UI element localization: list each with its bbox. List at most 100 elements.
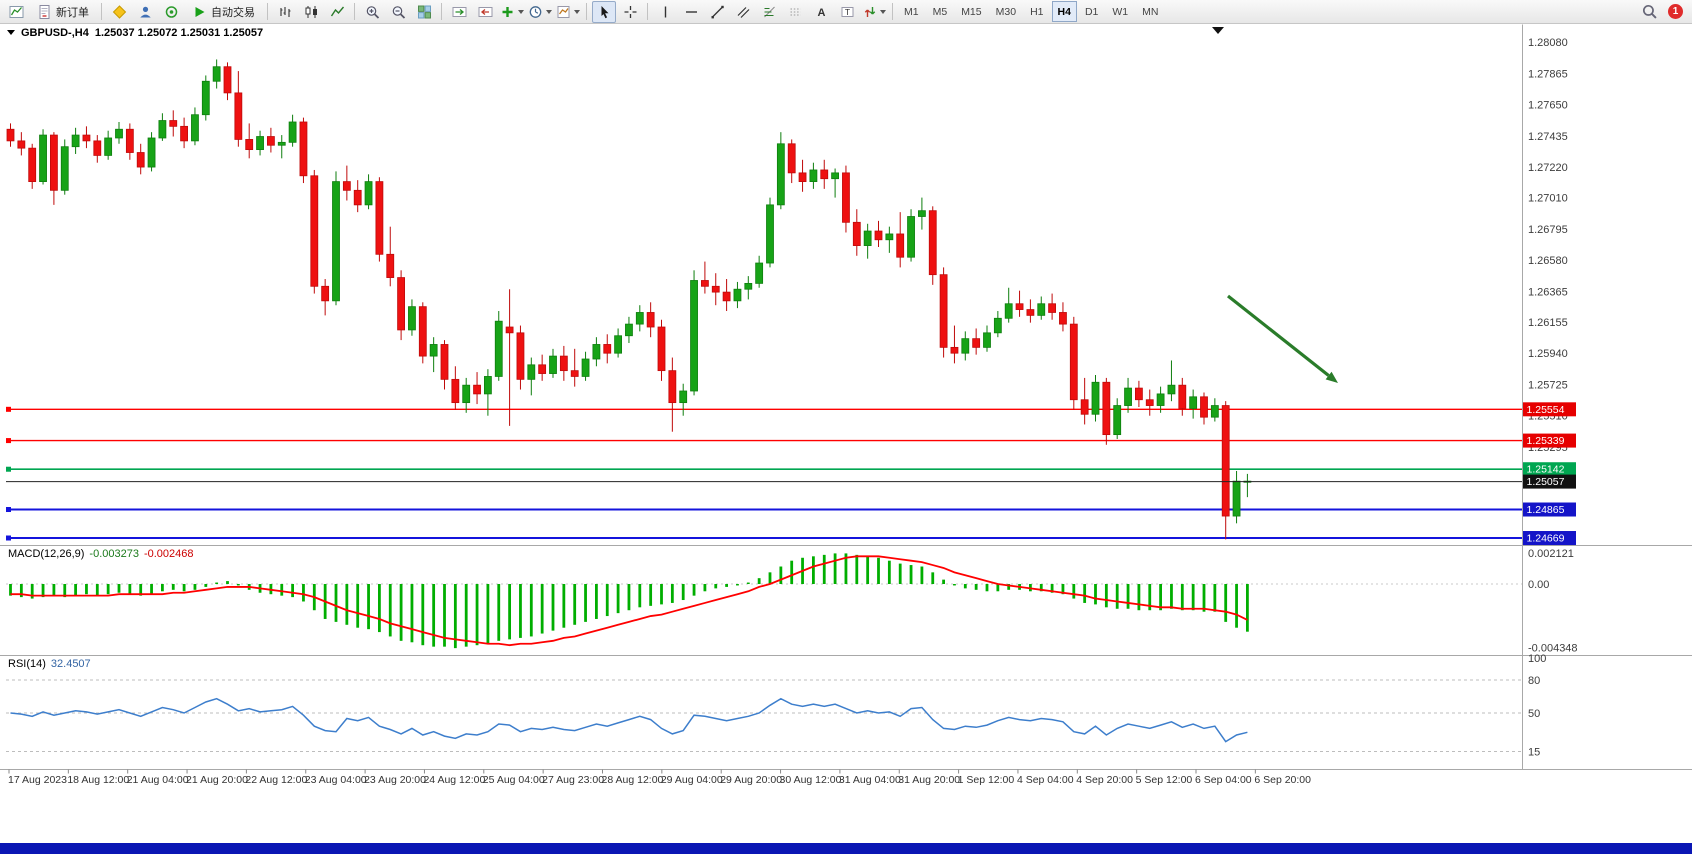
bar-chart-mode-button[interactable] [273, 1, 297, 23]
cursor-tool-button[interactable] [592, 0, 616, 23]
candle-body [722, 291, 731, 302]
arrows-tool-button[interactable] [861, 1, 887, 23]
candle-body [1004, 303, 1013, 319]
new-order-button[interactable]: 新订单 [30, 1, 96, 23]
grid-dots-icon [788, 5, 803, 19]
notification-badge[interactable]: 1 [1668, 4, 1683, 19]
fibonacci-tool-button[interactable] [757, 1, 781, 23]
zoom-out-button[interactable] [386, 1, 410, 23]
candlestick-mode-button[interactable] [299, 1, 323, 23]
hline-handle[interactable] [6, 438, 11, 444]
community-user-button[interactable] [133, 1, 157, 23]
time-axis-label: 31 Aug 04:00 [839, 774, 901, 786]
candle-body [668, 370, 677, 404]
price-axis-label: 1.25725 [1528, 379, 1568, 391]
text-tool-button[interactable]: A [809, 1, 833, 23]
time-axis-label: 23 Aug 04:00 [305, 774, 367, 786]
candle-body [657, 326, 666, 372]
candle-body [538, 364, 547, 374]
candle-body [505, 326, 514, 334]
timeframe-d1-button[interactable]: D1 [1084, 5, 1099, 18]
market-diamond-button[interactable] [107, 1, 131, 23]
timeframe-m1-button[interactable]: M1 [904, 5, 919, 18]
toolbar-separator [586, 3, 587, 20]
indicators-menu-button[interactable] [499, 1, 525, 23]
hline-handle[interactable] [6, 507, 11, 513]
timeframe-m15-button[interactable]: M15 [961, 5, 982, 18]
macd-signal-line [10, 555, 1248, 647]
trend-arrow-annotation[interactable] [1227, 294, 1338, 383]
indicator-plus-icon [500, 5, 515, 19]
price-axis: 1.28080 1.27865 1.27650 1.27435 1.27220 1.270… [1528, 37, 1568, 454]
crosshair-icon [623, 5, 638, 19]
candle-body [158, 120, 167, 139]
candle-body [1156, 393, 1165, 406]
zoom-out-icon [391, 5, 406, 19]
periods-menu-button[interactable] [527, 1, 553, 23]
toolbar-separator [647, 3, 648, 20]
time-axis-label: 4 Sep 20:00 [1076, 774, 1133, 786]
text-a-icon: A [814, 5, 829, 19]
person-blue-icon [138, 5, 153, 19]
candle-body [473, 384, 481, 395]
macd-indicator-label: MACD(12,26,9) -0.003273 -0.002468 [8, 548, 199, 560]
search-button[interactable] [1637, 1, 1661, 23]
one-click-trading-toggle-icon[interactable] [7, 30, 15, 35]
rsi-axis-label: 50 [1528, 708, 1540, 720]
time-axis-label: 24 Aug 12:00 [423, 774, 485, 786]
vertical-line-tool-button[interactable] [653, 1, 677, 23]
candle-body [50, 134, 58, 191]
timeframe-h4-button[interactable]: H4 [1051, 1, 1077, 22]
price-axis-label: 1.28080 [1528, 37, 1568, 49]
zoom-in-button[interactable] [360, 1, 384, 23]
candle-body [820, 169, 829, 180]
clock-icon [528, 5, 543, 19]
trendline-tool-button[interactable] [705, 1, 729, 23]
price-tag-1.25057 [1523, 474, 1576, 489]
time-axis-label: 21 Aug 20:00 [186, 774, 248, 786]
auto-scroll-button[interactable] [447, 1, 471, 23]
horizontal-line-tool-button[interactable] [679, 1, 703, 23]
candle-body [516, 332, 525, 380]
price-tag-1.25339 [1523, 433, 1576, 448]
rsi-axis-label: 15 [1528, 747, 1540, 759]
tile-windows-button[interactable] [412, 1, 436, 23]
time-axis-label: 18 Aug 12:00 [67, 774, 129, 786]
macd-name: MACD(12,26,9) [8, 548, 85, 560]
channel-tool-button[interactable] [731, 1, 755, 23]
new-chart-button[interactable] [4, 1, 28, 23]
candle-body [115, 128, 123, 139]
timeframe-mn-button[interactable]: MN [1142, 5, 1159, 18]
timeframe-m5-button[interactable]: M5 [932, 5, 948, 18]
candle-body [342, 181, 351, 191]
candle-body [885, 233, 894, 241]
toolbar-separator [441, 3, 442, 20]
candle-body [234, 92, 243, 140]
candle-body [93, 140, 102, 156]
toolbar-separator [354, 3, 355, 20]
timeframe-h1-button[interactable]: H1 [1030, 5, 1044, 18]
line-chart-mode-button[interactable] [325, 1, 349, 23]
chart-shift-button[interactable] [473, 1, 497, 23]
cursor-icon [597, 5, 612, 19]
label-t-icon: T [840, 5, 855, 19]
timeframe-w1-button[interactable]: W1 [1112, 5, 1129, 18]
label-tool-button[interactable]: T [835, 1, 859, 23]
hline-handle[interactable] [6, 406, 11, 412]
candle-body [147, 137, 156, 168]
candle-body [690, 280, 698, 392]
autotrading-label: 自动交易 [211, 6, 255, 19]
templates-menu-button[interactable] [555, 1, 581, 23]
autotrading-button[interactable]: 自动交易 [185, 1, 262, 23]
grid-tool-button[interactable] [783, 1, 807, 23]
candle-body [798, 172, 807, 182]
chart-shift-marker[interactable] [1212, 27, 1224, 34]
broadcast-button[interactable] [159, 1, 183, 23]
timeframe-m30-button[interactable]: M30 [995, 5, 1017, 18]
hline-handle[interactable] [6, 466, 11, 472]
candle-body [353, 189, 362, 206]
candle-body [288, 121, 297, 143]
crosshair-tool-button[interactable] [618, 1, 642, 23]
hline-handle[interactable] [6, 535, 11, 541]
